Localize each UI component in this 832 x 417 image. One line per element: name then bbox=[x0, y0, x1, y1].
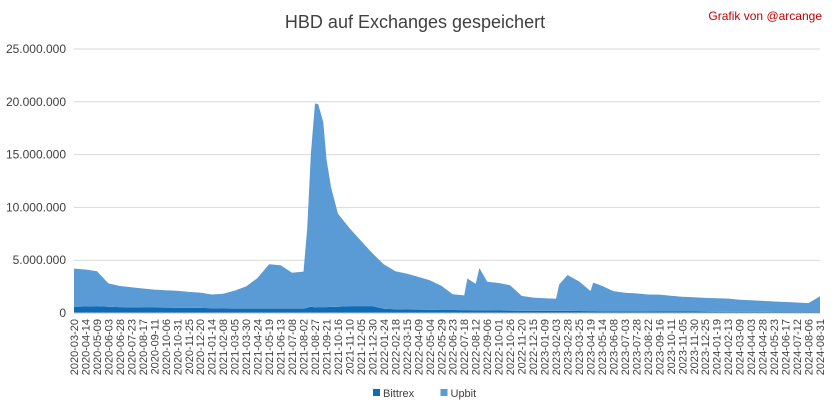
area-series-upbit bbox=[74, 103, 820, 313]
x-tick-label: 2023-11-05 bbox=[677, 319, 689, 374]
y-tick-label: 20.000.000 bbox=[6, 95, 66, 109]
x-tick-label: 2023-02-28 bbox=[563, 319, 575, 375]
x-tick-label: 2023-03-25 bbox=[574, 319, 586, 375]
x-tick-label: 2021-03-05 bbox=[230, 319, 242, 375]
x-tick-label: 2022-10-26 bbox=[505, 319, 517, 375]
x-tick-label: 2022-07-18 bbox=[459, 319, 471, 375]
x-tick-label: 2020-05-09 bbox=[92, 319, 104, 375]
x-tick-label: 2023-05-14 bbox=[597, 319, 609, 375]
x-tick-label: 2021-04-24 bbox=[253, 319, 265, 375]
x-tick-label: 2020-06-28 bbox=[115, 319, 127, 375]
x-tick-label: 2024-01-19 bbox=[712, 319, 724, 375]
x-tick-label: 2020-10-06 bbox=[161, 319, 173, 375]
x-tick-label: 2021-12-05 bbox=[356, 319, 368, 375]
x-tick-label: 2022-11-20 bbox=[517, 319, 529, 374]
legend: Bittrex Upbit bbox=[373, 388, 476, 400]
x-tick-label: 2023-08-22 bbox=[643, 319, 655, 375]
gridlines bbox=[74, 48, 820, 261]
x-tick-label: 2023-07-28 bbox=[631, 319, 643, 375]
legend-label-upbit: Upbit bbox=[451, 388, 477, 400]
y-axis-ticks: 0 5.000.000 10.000.000 15.000.000 20.000.000… bbox=[6, 42, 66, 320]
x-tick-label: 2023-02-03 bbox=[551, 319, 563, 375]
x-tick-label: 2022-02-18 bbox=[390, 319, 402, 375]
x-tick-label: 2022-06-23 bbox=[448, 319, 460, 375]
x-tick-label: 2022-01-24 bbox=[379, 319, 391, 375]
x-tick-label: 2020-10-31 bbox=[172, 319, 184, 375]
legend-swatch-bittrex bbox=[373, 389, 380, 396]
x-tick-label: 2022-03-15 bbox=[402, 319, 414, 375]
x-tick-label: 2021-09-21 bbox=[322, 319, 334, 375]
x-tick-label: 2023-10-11 bbox=[666, 319, 678, 374]
x-tick-label: 2020-08-17 bbox=[138, 319, 150, 375]
x-tick-label: 2024-06-17 bbox=[781, 319, 793, 375]
x-tick-label: 2023-04-19 bbox=[586, 319, 598, 375]
x-tick-label: 2022-04-09 bbox=[413, 319, 425, 375]
x-tick-label: 2024-08-06 bbox=[804, 319, 816, 375]
x-tick-label: 2021-08-02 bbox=[299, 319, 311, 375]
x-tick-label: 2020-11-25 bbox=[184, 319, 196, 374]
y-tick-label: 5.000.000 bbox=[13, 253, 67, 267]
x-tick-label: 2020-09-11 bbox=[149, 319, 161, 374]
y-tick-label: 25.000.000 bbox=[6, 42, 66, 56]
x-tick-label: 2023-12-25 bbox=[700, 319, 712, 375]
x-tick-label: 2022-05-04 bbox=[425, 319, 437, 375]
x-tick-label: 2021-10-16 bbox=[333, 319, 345, 375]
x-tick-label: 2021-01-14 bbox=[207, 319, 219, 375]
x-tick-label: 2023-01-09 bbox=[540, 319, 552, 375]
x-tick-label: 2021-07-08 bbox=[287, 319, 299, 375]
x-tick-label: 2020-03-20 bbox=[69, 319, 81, 375]
chart-credit: Grafik von @arcange bbox=[708, 9, 822, 23]
x-tick-label: 2024-04-28 bbox=[758, 319, 770, 375]
x-tick-label: 2023-09-16 bbox=[654, 319, 666, 375]
x-tick-label: 2022-12-15 bbox=[528, 319, 540, 375]
area-series bbox=[74, 103, 820, 313]
x-tick-label: 2023-06-08 bbox=[608, 319, 620, 375]
x-tick-label: 2021-08-27 bbox=[310, 319, 322, 375]
area-series-bittrex bbox=[74, 306, 820, 313]
y-tick-label: 15.000.000 bbox=[6, 148, 66, 162]
y-tick-label: 10.000.000 bbox=[6, 200, 66, 214]
x-tick-label: 2020-04-14 bbox=[81, 319, 93, 375]
x-tick-label: 2020-06-03 bbox=[103, 319, 115, 375]
x-tick-label: 2024-07-12 bbox=[792, 319, 804, 375]
x-tick-label: 2021-11-10 bbox=[344, 319, 356, 374]
x-tick-label: 2021-06-13 bbox=[276, 319, 288, 375]
x-axis-ticks: 2020-03-20 2020-04-14 2020-05-09 2020-06-03… bbox=[69, 319, 827, 375]
x-tick-label: 2021-03-30 bbox=[241, 319, 253, 375]
x-tick-label: 2021-12-30 bbox=[367, 319, 379, 375]
x-tick-label: 2024-04-03 bbox=[746, 319, 758, 375]
x-tick-label: 2024-08-31 bbox=[815, 319, 827, 375]
x-tick-label: 2021-05-19 bbox=[264, 319, 276, 375]
x-tick-label: 2020-12-20 bbox=[195, 319, 207, 375]
x-tick-label: 2024-05-23 bbox=[769, 319, 781, 375]
legend-label-bittrex: Bittrex bbox=[383, 388, 415, 400]
x-tick-label: 2022-09-06 bbox=[482, 319, 494, 375]
y-tick-label: 0 bbox=[59, 306, 66, 320]
x-tick-label: 2024-03-09 bbox=[735, 319, 747, 375]
x-tick-label: 2020-07-23 bbox=[126, 319, 138, 375]
x-tick-label: 2022-10-01 bbox=[494, 319, 506, 375]
x-tick-label: 2023-11-30 bbox=[689, 319, 701, 374]
x-tick-label: 2024-02-13 bbox=[723, 319, 735, 375]
x-tick-label: 2022-08-12 bbox=[471, 319, 483, 375]
x-tick-label: 2023-07-03 bbox=[620, 319, 632, 375]
legend-swatch-upbit bbox=[440, 389, 448, 396]
x-tick-label: 2022-05-29 bbox=[436, 319, 448, 375]
x-tick-label: 2021-02-08 bbox=[218, 319, 230, 375]
chart-title: HBD auf Exchanges gespeichert bbox=[285, 12, 545, 32]
